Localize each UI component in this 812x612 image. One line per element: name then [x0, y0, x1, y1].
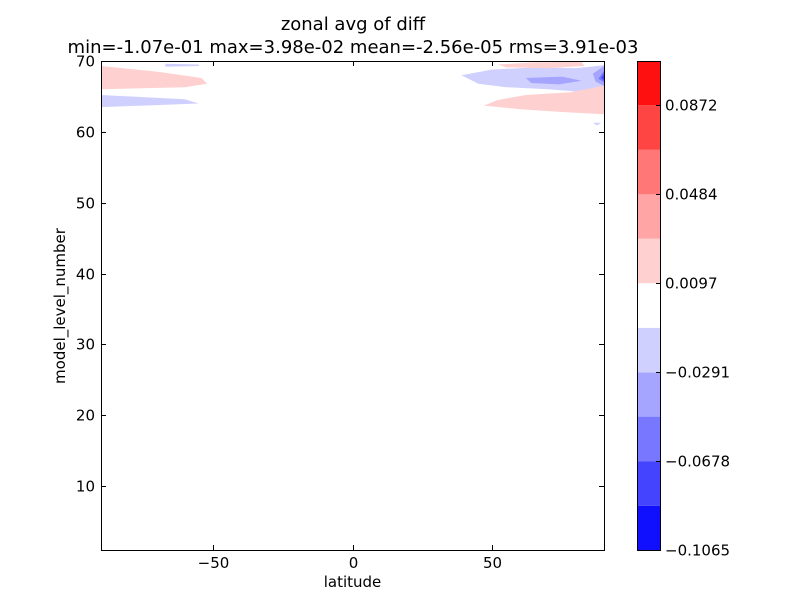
colorbar-swatch	[637, 149, 660, 195]
colorbar-swatch	[637, 372, 660, 417]
contour-regions	[101, 61, 604, 126]
colorbar-tick-label: −0.0678	[665, 453, 730, 471]
y-tick-label: 40	[76, 266, 95, 284]
colorbar-ticks: −0.1065 −0.0678 −0.0291 0.0097 0.0484 0.0872	[656, 97, 730, 560]
colorbar-swatch	[637, 327, 660, 373]
x-axis-ticks: −50 0 50	[198, 61, 502, 572]
colorbar-swatch	[637, 105, 660, 150]
colorbar-swatch	[637, 416, 660, 462]
y-tick-label: 10	[76, 478, 95, 496]
contour-edge-negative-3	[601, 73, 604, 81]
x-tick-label: 50	[483, 554, 502, 572]
y-axis-label: model_level_number	[51, 227, 69, 384]
contour-low-lat-positive-band	[101, 66, 208, 90]
x-tick-label: 0	[349, 554, 359, 572]
y-tick-label: 60	[76, 124, 95, 142]
y-tick-label: 50	[76, 195, 95, 213]
contour-high-lat-negative-core	[525, 76, 582, 85]
colorbar-tick-label: 0.0097	[665, 275, 718, 293]
chart-subtitle: min=-1.07e-01 max=3.98e-02 mean=-2.56e-0…	[67, 37, 639, 58]
y-axis-ticks: 10 20 30 40 50 60 70	[76, 53, 604, 496]
y-tick-label: 30	[76, 336, 95, 354]
colorbar-tick-label: 0.0872	[665, 97, 718, 115]
x-axis-label: latitude	[323, 573, 382, 591]
contour-edge-negative-dot	[592, 122, 602, 126]
contour-edge-negative-2	[598, 70, 604, 83]
colorbar-swatch	[637, 461, 660, 506]
chart-title: zonal avg of diff	[280, 14, 426, 35]
y-tick-label: 20	[76, 407, 95, 425]
colorbar-tick-label: −0.1065	[665, 542, 730, 560]
colorbar-swatch	[637, 238, 660, 284]
colorbar-tick-label: −0.0291	[665, 364, 730, 382]
colorbar	[637, 61, 661, 551]
contour-high-lat-positive-top	[497, 61, 585, 69]
contour-low-lat-negative-sliver	[165, 63, 199, 67]
colorbar-tick-label: 0.0484	[665, 186, 718, 204]
colorbar-frame	[637, 61, 661, 551]
y-tick-label: 70	[76, 53, 95, 71]
colorbar-swatch	[637, 61, 660, 106]
colorbar-swatch	[637, 283, 660, 328]
colorbar-swatch	[637, 194, 660, 239]
plot-frame	[101, 61, 605, 551]
colorbar-swatch	[637, 505, 660, 550]
contour-edge-negative-1	[592, 66, 604, 86]
x-tick-label: −50	[198, 554, 230, 572]
contour-low-lat-negative-band	[101, 95, 199, 108]
contour-high-lat-positive-band	[483, 85, 604, 115]
